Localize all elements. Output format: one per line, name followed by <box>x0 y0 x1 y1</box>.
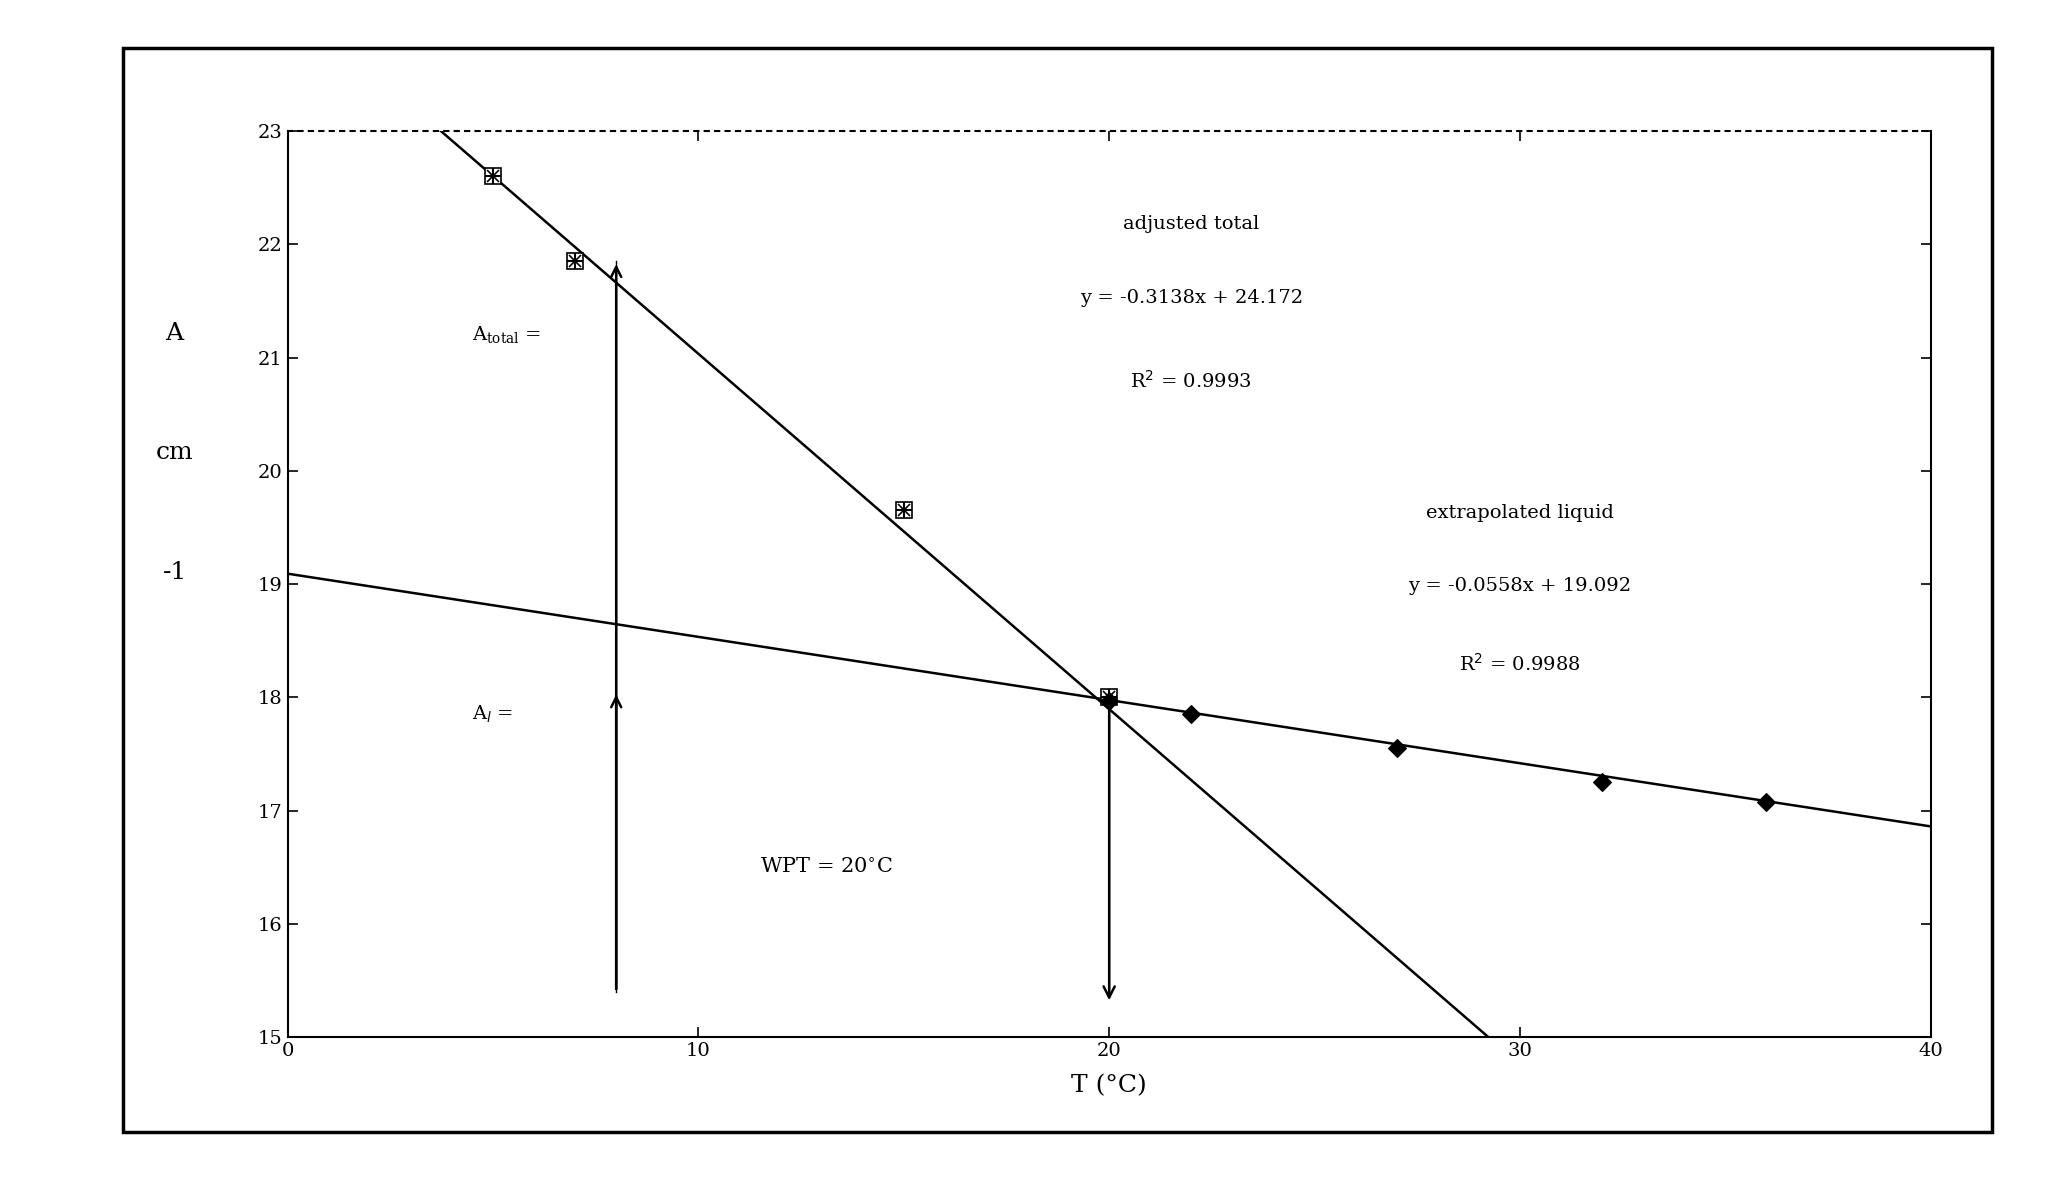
X-axis label: T (°C): T (°C) <box>1072 1074 1146 1097</box>
Text: y = -0.0558x + 19.092: y = -0.0558x + 19.092 <box>1409 577 1631 596</box>
Text: A: A <box>166 322 183 346</box>
Text: adjusted total: adjusted total <box>1124 215 1259 232</box>
Point <box>1093 691 1126 710</box>
Text: A$_{\mathregular{total}}$ =: A$_{\mathregular{total}}$ = <box>472 324 542 346</box>
Point <box>1586 772 1619 791</box>
Text: -1: -1 <box>162 560 187 584</box>
Text: R$^{2}$ = 0.9988: R$^{2}$ = 0.9988 <box>1458 653 1582 675</box>
Text: extrapolated liquid: extrapolated liquid <box>1425 504 1614 522</box>
Text: WPT = 20$^{\circ}$C: WPT = 20$^{\circ}$C <box>760 857 893 877</box>
Text: y = -0.3138x + 24.172: y = -0.3138x + 24.172 <box>1080 288 1302 306</box>
Point <box>1380 739 1413 758</box>
Text: A$_{l}$ =: A$_{l}$ = <box>472 703 514 725</box>
Point <box>1175 704 1208 724</box>
Point <box>1750 791 1783 811</box>
Text: cm: cm <box>156 441 193 465</box>
Text: R$^{2}$ = 0.9993: R$^{2}$ = 0.9993 <box>1130 370 1253 391</box>
